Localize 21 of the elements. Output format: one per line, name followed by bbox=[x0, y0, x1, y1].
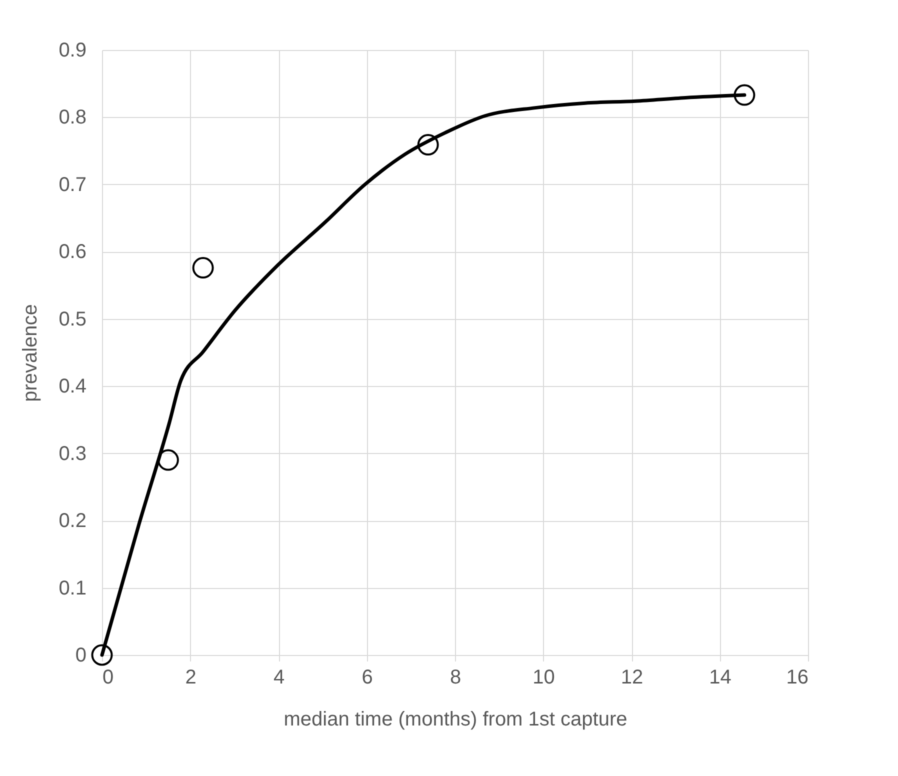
x-tick-label: 6 bbox=[362, 666, 373, 688]
x-tick-label: 10 bbox=[532, 666, 555, 688]
x-tick-label: 12 bbox=[620, 666, 644, 688]
x-tick-label: 0 bbox=[102, 666, 114, 688]
y-tick-label: 0 bbox=[75, 644, 86, 666]
x-tick-label: 14 bbox=[709, 666, 732, 688]
x-tick-label: 2 bbox=[185, 666, 196, 688]
y-tick-label: 0.5 bbox=[58, 308, 86, 330]
y-tick-label: 0.2 bbox=[58, 510, 86, 532]
x-axis-title: median time (months) from 1st capture bbox=[284, 708, 628, 730]
y-tick-label: 0.8 bbox=[58, 106, 86, 129]
x-tick-label: 8 bbox=[450, 666, 462, 688]
x-tick-label: 16 bbox=[786, 666, 808, 688]
y-tick-label: 0.4 bbox=[58, 376, 86, 398]
y-tick-label: 0.1 bbox=[58, 577, 86, 600]
x-tick-label: 4 bbox=[273, 666, 285, 688]
y-tick-label: 0.6 bbox=[58, 241, 86, 264]
y-tick-label: 0.3 bbox=[58, 442, 86, 465]
y-tick-label: 0.9 bbox=[58, 40, 86, 62]
y-axis-title: prevalence bbox=[20, 304, 42, 402]
y-tick-label: 0.7 bbox=[58, 174, 86, 196]
